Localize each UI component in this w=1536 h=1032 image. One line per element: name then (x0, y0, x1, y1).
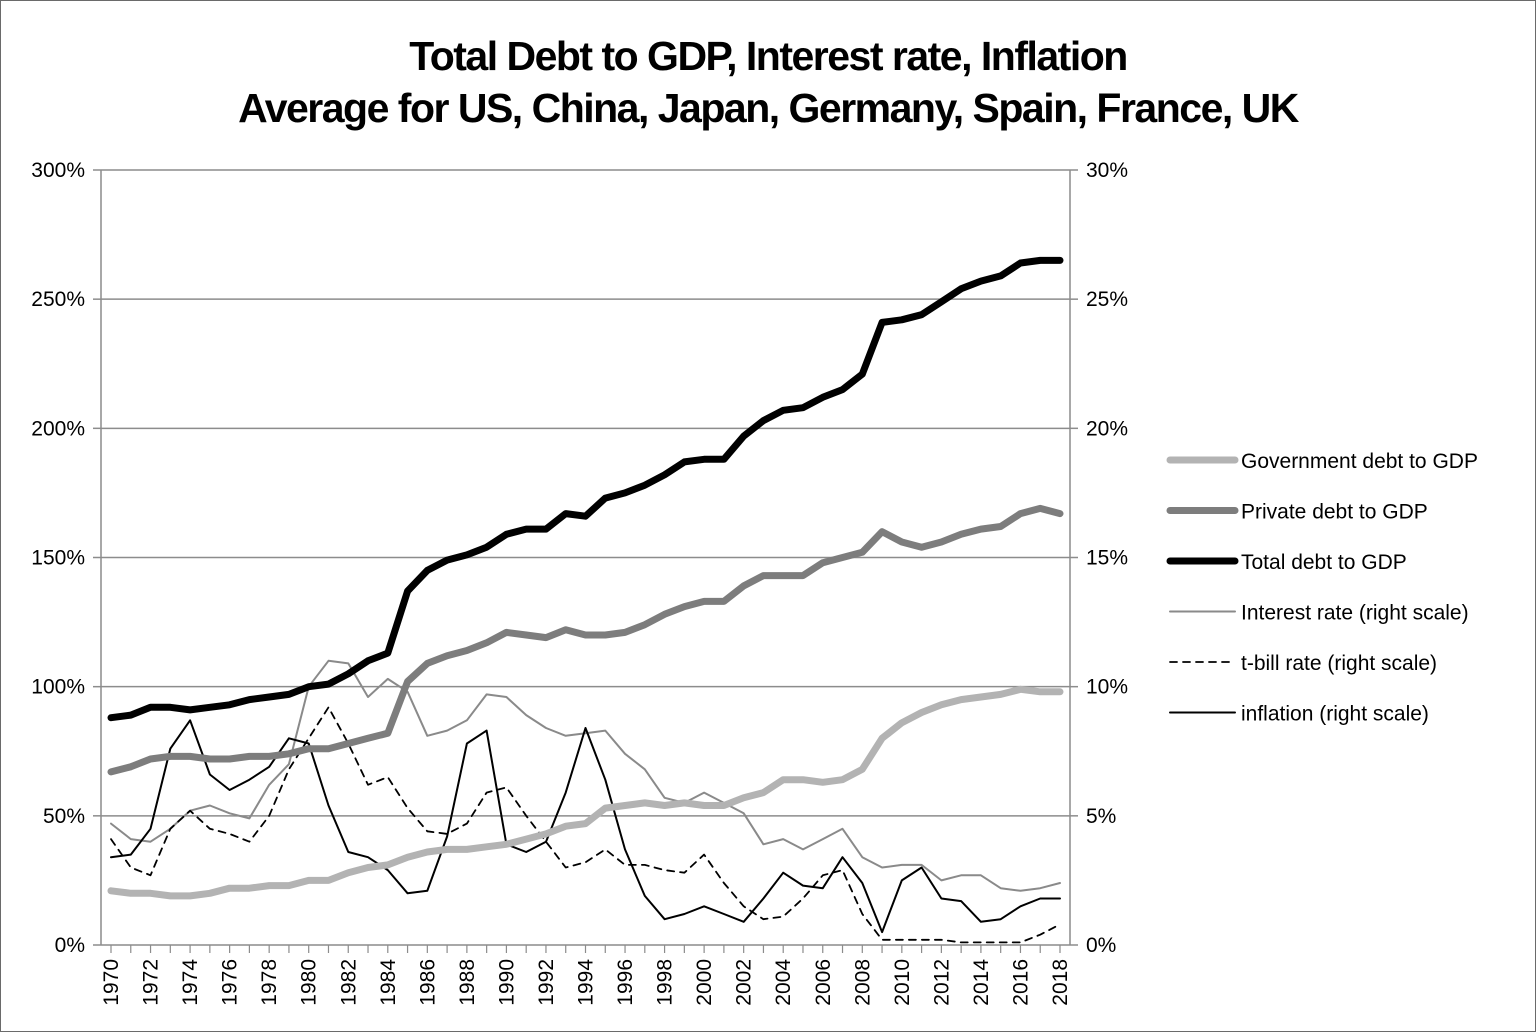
x-tick-label: 1984 (377, 959, 400, 1006)
x-tick-label: 2004 (772, 959, 795, 1006)
x-tick-label: 1982 (337, 959, 360, 1006)
series-lines (111, 260, 1060, 942)
x-tick-label: 2006 (812, 959, 835, 1006)
legend-label-0: Government debt to GDP (1241, 450, 1478, 473)
legend-label-1: Private debt to GDP (1241, 501, 1428, 524)
x-tick-label: 1988 (456, 959, 479, 1006)
x-tick-label: 1992 (535, 959, 558, 1006)
x-tick-label: 2018 (1049, 959, 1072, 1006)
legend-label-2: Total debt to GDP (1241, 551, 1407, 574)
axes (93, 170, 1078, 953)
x-tick-label: 1998 (654, 959, 677, 1006)
y-right-tick-label: 0% (1086, 934, 1116, 957)
series-line-2 (111, 260, 1060, 717)
x-tick-label: 2010 (891, 959, 914, 1006)
x-tick-label: 2002 (733, 959, 756, 1006)
x-tick-label: 2000 (693, 959, 716, 1006)
x-tick-label: 1974 (179, 959, 202, 1006)
y-right-tick-label: 10% (1086, 676, 1128, 699)
series-line-3 (111, 661, 1060, 891)
x-tick-label: 1976 (219, 959, 242, 1006)
y-right-tick-label: 5% (1086, 805, 1116, 828)
x-tick-label: 1978 (258, 959, 281, 1006)
gridlines (101, 170, 1070, 816)
line-chart: 0% 0% 50% 5% 100% 10% 150% 15% 200% 20% 250% 25% 300… (0, 0, 1536, 1032)
y-left-tick-label: 150% (31, 547, 85, 570)
x-tick-label: 1980 (298, 959, 321, 1006)
legend-label-5: inflation (right scale) (1241, 703, 1429, 726)
y-left-tick-label: 300% (31, 159, 85, 182)
y-left-tick-label: 50% (43, 805, 85, 828)
x-tick-label: 1990 (495, 959, 518, 1006)
y-right-tick-label: 25% (1086, 288, 1128, 311)
legend-label-3: Interest rate (right scale) (1241, 602, 1469, 625)
y-right-tick-label: 20% (1086, 417, 1128, 440)
x-tick-label: 2012 (930, 959, 953, 1006)
x-tick-label: 1972 (140, 959, 163, 1006)
x-tick-label: 2008 (851, 959, 874, 1006)
x-tick-label: 1970 (100, 959, 123, 1006)
x-tick-label: 1986 (416, 959, 439, 1006)
y-right-tick-label: 15% (1086, 547, 1128, 570)
y-left-tick-label: 200% (31, 417, 85, 440)
y-left-tick-label: 0% (55, 934, 85, 957)
x-tick-label: 1994 (575, 959, 598, 1006)
legend: Government debt to GDP Private debt to GD… (1170, 450, 1478, 726)
x-tick-label: 2016 (1009, 959, 1032, 1006)
y-left-tick-label: 250% (31, 288, 85, 311)
legend-label-4: t-bill rate (right scale) (1241, 652, 1437, 675)
x-tick-label: 2014 (970, 959, 993, 1006)
x-tick-label: 1996 (614, 959, 637, 1006)
y-left-tick-label: 100% (31, 676, 85, 699)
y-right-tick-label: 30% (1086, 159, 1128, 182)
